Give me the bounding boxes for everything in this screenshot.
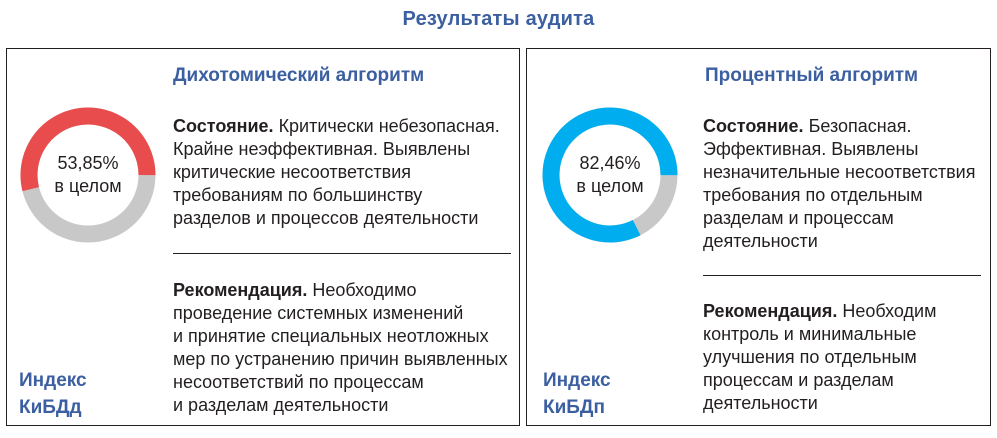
donut-chart: 53,85% в целом xyxy=(18,105,158,245)
panel-title: Дихотомический алгоритм xyxy=(173,65,425,86)
page-title: Результаты аудита xyxy=(402,8,595,30)
status-block: Состояние. Критически небезопасная. Край… xyxy=(173,115,513,230)
donut-caption: в целом xyxy=(54,176,122,196)
donut-label: 82,46% в целом xyxy=(540,152,680,198)
donut-value-arc xyxy=(542,107,678,243)
donut-percent: 53,85% xyxy=(57,153,119,173)
divider xyxy=(173,253,511,254)
recommendation-label: Рекомендация. xyxy=(173,280,308,300)
donut-label: 53,85% в целом xyxy=(18,152,158,198)
donut-caption: в целом xyxy=(576,176,644,196)
recommendation-text: Необходимо проведение системных изменени… xyxy=(173,280,508,415)
donut-svg xyxy=(542,107,678,243)
recommendation-block: Рекомендация. Необходим контроль и миним… xyxy=(703,300,987,415)
recommendation-label: Рекомендация. xyxy=(703,301,838,321)
donut-value-arc xyxy=(20,107,156,243)
donut-chart: 82,46% в целом xyxy=(540,105,680,245)
donut-percent: 82,46% xyxy=(579,153,641,173)
status-text: Безопасная. Эффективная. Выявлены незнач… xyxy=(703,116,976,251)
percentage-algorithm-panel: Процентный алгоритм 82,46% в целом Состо… xyxy=(526,48,991,426)
dichotomous-algorithm-panel: Дихотомический алгоритм 53,85% в целом С… xyxy=(6,48,520,426)
divider xyxy=(703,275,981,276)
status-block: Состояние. Безопасная. Эффективная. Выяв… xyxy=(703,115,987,253)
donut-svg xyxy=(20,107,156,243)
panel-title: Процентный алгоритм xyxy=(705,65,919,86)
index-label: Индекс КиБДд xyxy=(19,370,87,418)
status-text: Критически небезопасная. Крайне неэффект… xyxy=(173,116,500,228)
recommendation-block: Рекомендация. Необходимо проведение сист… xyxy=(173,279,517,417)
status-label: Состояние. xyxy=(703,116,804,136)
index-label: Индекс КиБДп xyxy=(543,370,611,418)
status-label: Состояние. xyxy=(173,116,274,136)
recommendation-text: Необходим контроль и минимальные улучшен… xyxy=(703,301,937,413)
